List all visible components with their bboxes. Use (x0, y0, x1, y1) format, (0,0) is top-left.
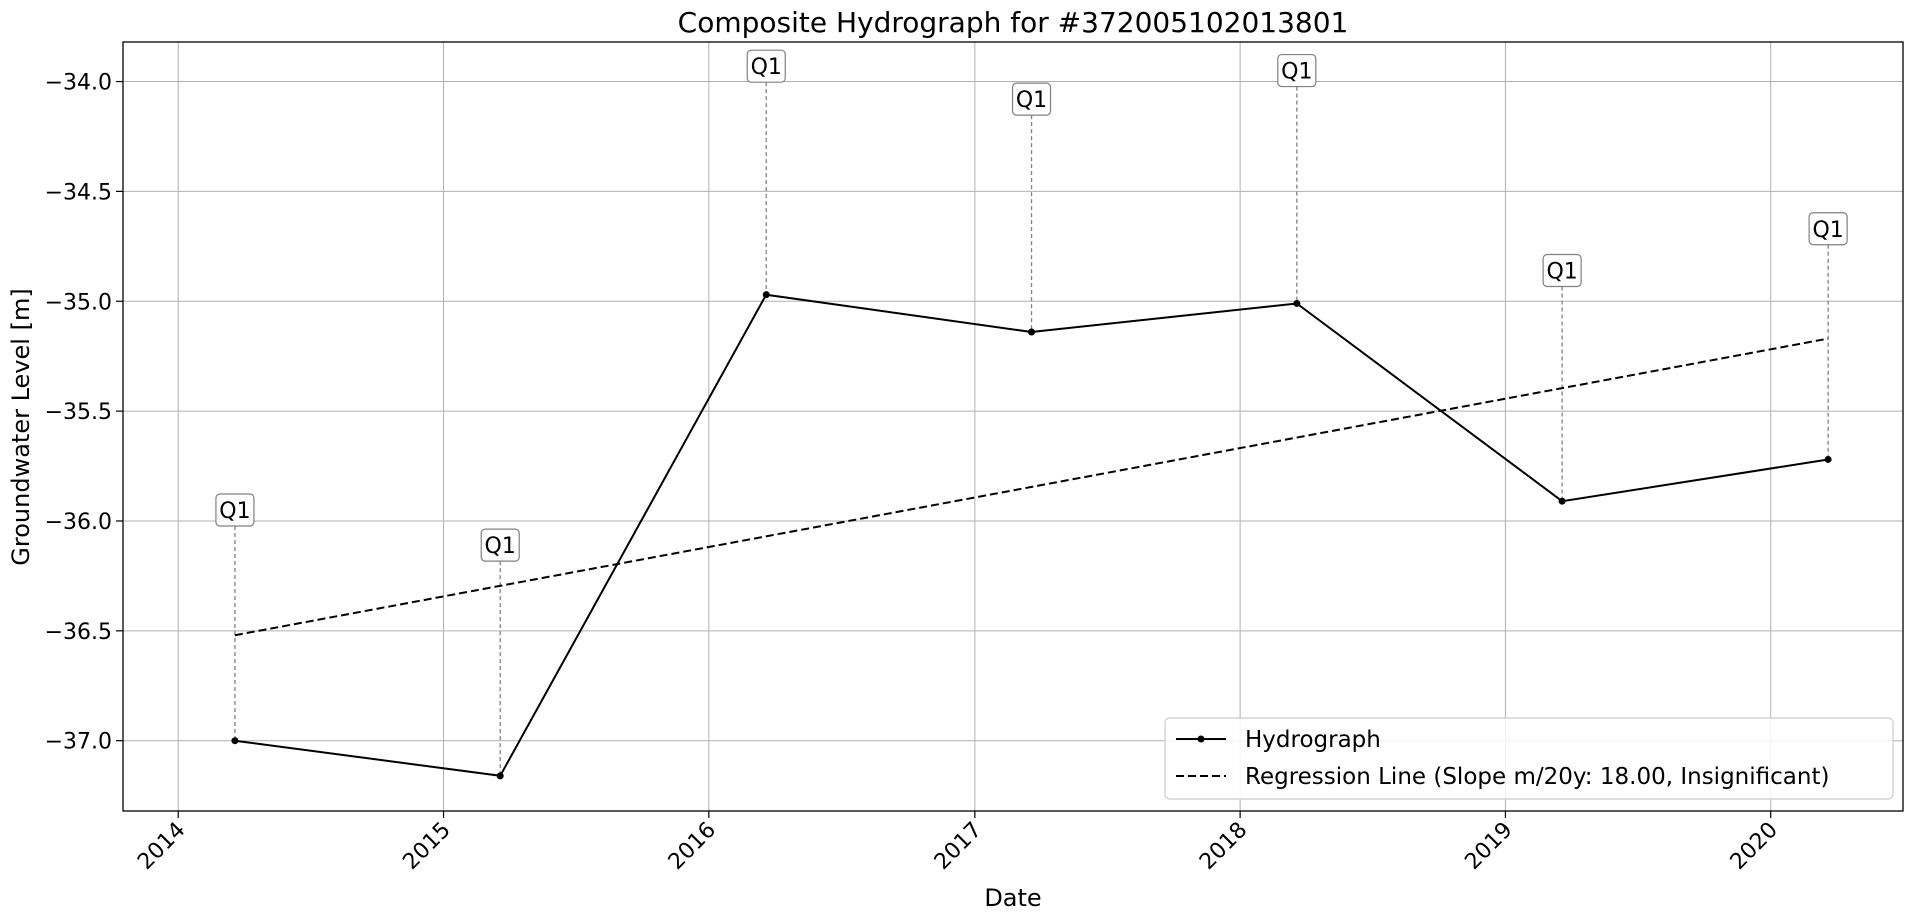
grid-lines (123, 42, 1903, 811)
legend-regression-label: Regression Line (Slope m/20y: 18.00, Ins… (1245, 764, 1829, 790)
annotation-box (746, 49, 786, 83)
annotation-label: Q1 (751, 55, 782, 80)
regression-line-group (234, 337, 1829, 637)
annotation-label: Q1 (1546, 260, 1577, 285)
y-axis: −34.0 −34.5 −35.0 −35.5 −36.0 −36.5 −37.0 (45, 71, 123, 755)
x-axis: 2014 2015 2016 2017 2018 2019 2020 (133, 811, 1783, 875)
y-tick-label: −36.5 (45, 620, 112, 645)
legend: Hydrograph Regression Line (Slope m/20y:… (1164, 717, 1894, 800)
hydrograph-line (234, 293, 1829, 777)
legend-hydrograph-marker (1197, 735, 1205, 743)
legend-hydrograph-label: Hydrograph (1245, 727, 1381, 753)
x-tick-label: 2018 (1195, 818, 1252, 875)
y-tick-label: −34.0 (45, 71, 112, 96)
regression-line (234, 337, 1829, 637)
annotation-box (1277, 53, 1317, 88)
annotation-box (1542, 253, 1582, 288)
annotation-label: Q1 (485, 534, 516, 559)
hydrograph-point (1558, 497, 1566, 505)
hydrograph-series (231, 291, 1832, 780)
annotation-box (1011, 82, 1052, 116)
hydrograph-point (1293, 299, 1301, 307)
hydrograph-point (762, 291, 770, 299)
annotation-label: Q1 (219, 499, 250, 524)
y-tick-label: −35.5 (45, 400, 112, 425)
y-tick-label: −36.0 (45, 510, 112, 535)
hydrograph-point (1028, 328, 1036, 336)
x-tick-label: 2016 (664, 818, 721, 875)
x-tick-label: 2019 (1460, 818, 1517, 875)
hydrograph-point (496, 772, 504, 780)
y-tick-label: −35.0 (45, 290, 112, 315)
x-tick-label: 2020 (1726, 818, 1783, 875)
annotation-label: Q1 (1281, 60, 1312, 85)
x-tick-label: 2017 (930, 818, 987, 875)
y-tick-label: −37.0 (45, 730, 112, 755)
annotation-leaders (234, 82, 1829, 776)
x-tick-label: 2014 (133, 818, 190, 875)
chart-title: Composite Hydrograph for #37200510201380… (678, 6, 1349, 39)
hydrograph-point (1824, 455, 1832, 463)
annotation-label: Q1 (1812, 218, 1843, 243)
x-axis-label: Date (984, 884, 1041, 912)
hydrograph-point (231, 737, 239, 745)
x-tick-label: 2015 (398, 818, 455, 875)
annotation-box (1808, 212, 1848, 246)
annotation-box (215, 493, 255, 527)
y-axis-label: Groundwater Level [m] (7, 288, 35, 565)
annotation-box (480, 528, 520, 562)
plot-frame (122, 41, 1904, 812)
legend-box (1164, 717, 1894, 800)
annotation-labels: Q1 Q1 Q1 Q1 Q1 Q1 Q1 (215, 49, 1848, 562)
annotation-label: Q1 (1016, 88, 1047, 113)
y-tick-label: −34.5 (45, 180, 112, 205)
